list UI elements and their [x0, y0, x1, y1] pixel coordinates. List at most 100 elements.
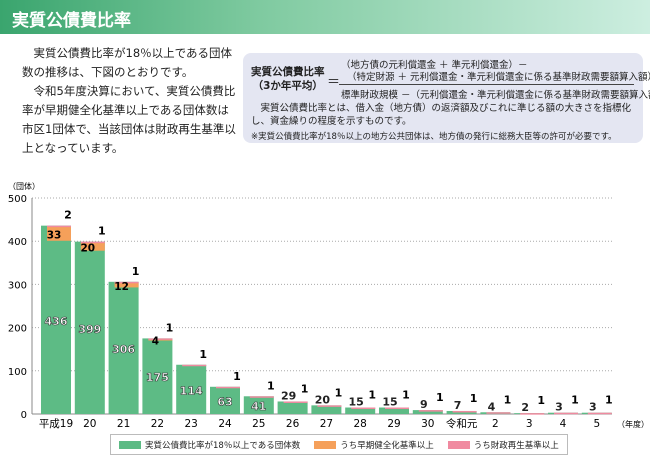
value-label-total: 9	[420, 398, 428, 411]
bar-early	[80, 242, 105, 251]
bar-fin	[385, 407, 409, 410]
value-label-fin: 1	[199, 348, 207, 361]
legend-swatch	[314, 440, 337, 449]
x-tick-label: 平成19	[39, 418, 73, 430]
value-label-total: 15	[349, 396, 364, 409]
bar-fin	[283, 401, 308, 403]
formula-equals: ＝	[327, 75, 341, 90]
value-label-fin: 1	[98, 225, 106, 238]
y-tick-label: 300	[8, 280, 27, 291]
y-tick-label: 0	[21, 410, 27, 421]
bar-total	[446, 410, 477, 414]
value-label-fin: 1	[166, 321, 174, 334]
y-tick-label: 500	[8, 194, 27, 205]
formula-label-main: 実質公債費比率	[251, 66, 325, 78]
bar-total	[142, 338, 173, 414]
value-label-total: 306	[112, 343, 135, 356]
bar-total	[311, 405, 342, 414]
value-label-total: 436	[45, 315, 68, 328]
formula-box: 実質公債費比率 （3か年平均） ＝ （地方債の元利償還金 ＋ 準元利償還金）－ （…	[243, 53, 650, 143]
x-tick-label: 27	[320, 418, 333, 430]
legend-label: 実質公債費比率が18％以上である団体数	[145, 440, 301, 451]
value-label-total: 63	[217, 395, 232, 408]
value-label-fin: 1	[537, 394, 545, 407]
x-tick-label: 2	[492, 418, 499, 430]
formula-numerator-1: （地方債の元利償還金 ＋ 準元利償還金）－	[341, 60, 528, 71]
x-tick-label: 21	[117, 418, 130, 430]
formula-denominator: 標準財政規模 －（元利償還金・準元利償還金に係る基準財政需要額算入額）	[341, 90, 650, 101]
page-title: 実質公債費比率	[12, 11, 131, 31]
x-tick-label: 5	[593, 418, 600, 430]
value-label-fin: 1	[233, 370, 241, 383]
bar-total	[41, 225, 71, 414]
value-label-fin: 1	[402, 389, 410, 402]
x-tick-label: 令和元	[446, 417, 478, 430]
bar-total	[108, 281, 139, 414]
x-tick-label: 26	[286, 418, 300, 430]
bar-fin	[351, 407, 376, 410]
bar-total	[379, 407, 409, 414]
bar-fin	[114, 281, 139, 284]
value-label-fin: 1	[436, 391, 444, 404]
formula-note: ※実質公債費比率が18％以上の地方公共団体は、地方債の発行に総務大臣等の許可が必…	[251, 132, 617, 142]
value-label-fin: 2	[64, 209, 72, 222]
header-bar: 実質公債費比率	[0, 0, 650, 34]
value-label-fin: 1	[368, 389, 376, 402]
bar-total	[277, 401, 308, 414]
value-label-total: 41	[251, 400, 266, 413]
formula-label-sub: （3か年平均）	[252, 80, 323, 92]
intro-paragraph: 令和5年度決算において、実質公債費比率が早期健全化基準以上である団体数は市区1団…	[22, 84, 236, 155]
value-label-total: 4	[488, 400, 496, 413]
value-label-fin: 1	[335, 386, 343, 399]
value-label-total: 29	[281, 389, 296, 402]
x-tick-label: 20	[83, 418, 96, 430]
value-label-total: 15	[382, 396, 397, 409]
formula-label: 実質公債費比率 （3か年平均）	[251, 65, 325, 93]
bar-early	[47, 226, 71, 241]
y-tick-label: 100	[8, 367, 27, 378]
bar-fin	[80, 241, 105, 244]
bar-total	[412, 410, 443, 414]
x-tick-label: 4	[560, 418, 567, 430]
bar-fin	[452, 410, 477, 413]
legend-item: うち早期健全化基準以上	[314, 439, 434, 451]
value-label-early: 4	[152, 336, 159, 348]
legend-label: うち早期健全化基準以上	[340, 440, 434, 451]
value-label-fin: 1	[267, 379, 275, 392]
legend-item: 実質公債費比率が18％以上である団体数	[119, 439, 300, 451]
value-label-total: 175	[146, 371, 169, 384]
x-tick-label: 3	[526, 418, 533, 430]
formula-numerator-2: （特定財源 ＋ 元利償還金・準元利償還金に係る基準財政需要額算入額）	[347, 72, 650, 83]
y-axis-label: （団体）	[8, 181, 40, 191]
x-axis-label: （年度）	[617, 419, 649, 429]
value-label-total: 3	[555, 401, 563, 414]
legend-swatch	[447, 440, 470, 449]
bar-fin	[317, 405, 342, 407]
bar-fin	[554, 412, 578, 415]
bar-total	[210, 386, 240, 414]
bar-fin	[47, 225, 71, 228]
value-label-early: 33	[47, 230, 62, 242]
bar-total	[176, 364, 207, 414]
y-tick-label: 200	[8, 324, 27, 335]
value-label-total: 7	[454, 399, 462, 412]
bar-fin	[587, 412, 612, 415]
bar-total	[243, 396, 274, 414]
value-label-fin: 1	[605, 394, 613, 407]
bar-chart: （団体）0100200300400500平成194363322039920121…	[8, 181, 649, 430]
value-label-early: 12	[114, 281, 129, 293]
x-tick-label: 22	[151, 418, 164, 430]
intro-paragraph: 実質公債費比率が18％以上である団体数の推移は、下図のとおりです。	[22, 46, 233, 79]
legend-label: うち財政再生基準以上	[473, 440, 559, 451]
value-label-total: 2	[521, 401, 529, 414]
value-label-fin: 1	[470, 392, 478, 405]
x-tick-label: 23	[185, 418, 198, 430]
x-tick-label: 28	[354, 418, 367, 430]
bar-fin	[520, 413, 545, 415]
bar-fin	[249, 396, 274, 398]
y-tick-label: 400	[8, 237, 27, 248]
value-label-total: 20	[315, 393, 331, 406]
bar-fin	[216, 386, 240, 389]
legend-swatch	[119, 440, 141, 449]
x-tick-label: 24	[218, 418, 232, 430]
